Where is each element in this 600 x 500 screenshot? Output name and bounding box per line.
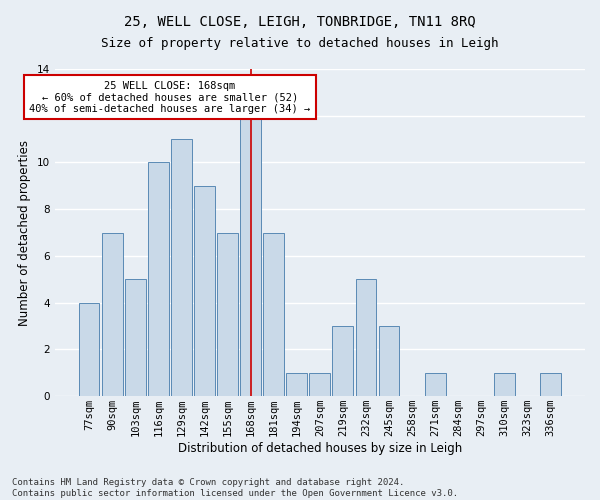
Bar [171,139,192,396]
Bar [240,116,261,396]
Bar [217,232,238,396]
Bar [332,326,353,396]
Text: 25, WELL CLOSE, LEIGH, TONBRIDGE, TN11 8RQ: 25, WELL CLOSE, LEIGH, TONBRIDGE, TN11 8… [124,15,476,29]
Bar [286,373,307,396]
Bar [102,232,122,396]
Bar [356,280,376,396]
Bar [310,373,330,396]
Y-axis label: Number of detached properties: Number of detached properties [18,140,31,326]
Text: Size of property relative to detached houses in Leigh: Size of property relative to detached ho… [101,38,499,51]
Bar [79,302,100,396]
Bar [540,373,561,396]
Bar [425,373,446,396]
Bar [125,280,146,396]
Text: 25 WELL CLOSE: 168sqm
← 60% of detached houses are smaller (52)
40% of semi-deta: 25 WELL CLOSE: 168sqm ← 60% of detached … [29,80,310,114]
Bar [194,186,215,396]
X-axis label: Distribution of detached houses by size in Leigh: Distribution of detached houses by size … [178,442,462,455]
Bar [263,232,284,396]
Bar [494,373,515,396]
Bar [148,162,169,396]
Bar [379,326,400,396]
Text: Contains HM Land Registry data © Crown copyright and database right 2024.
Contai: Contains HM Land Registry data © Crown c… [12,478,458,498]
